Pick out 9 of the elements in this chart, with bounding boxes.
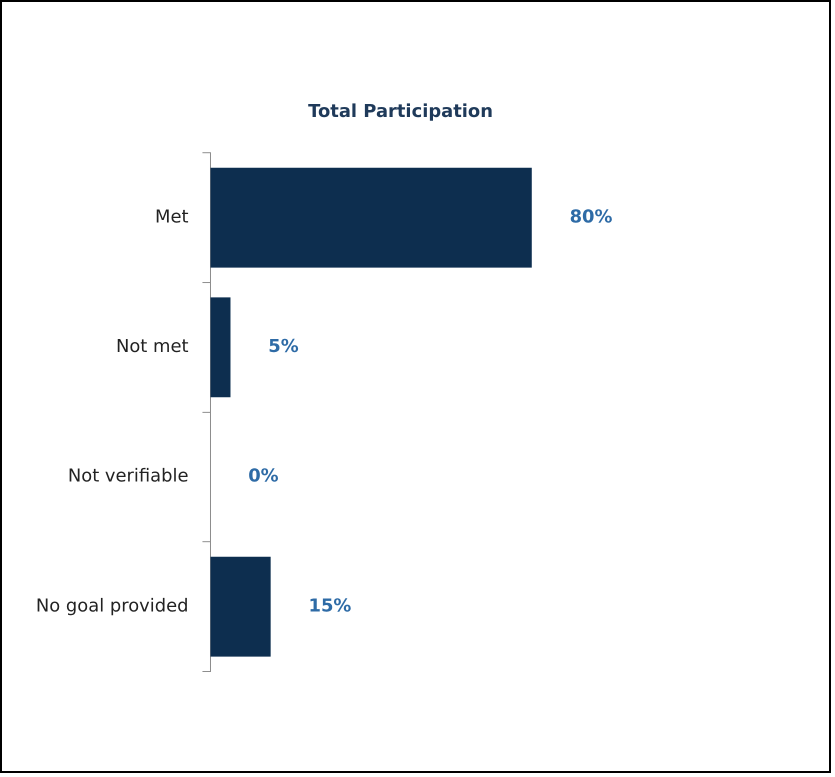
chart-title: Total Participation [308, 100, 493, 122]
y-tick-label: Not met [116, 336, 189, 357]
y-tick-label: Not verifiable [68, 466, 189, 487]
data-label: 80% [570, 206, 613, 228]
y-tick-label: No goal provided [36, 595, 189, 616]
data-label: 15% [308, 595, 352, 616]
data-label: 5% [268, 336, 299, 357]
data-label: 0% [248, 466, 279, 487]
y-tick-label: Met [155, 206, 189, 228]
